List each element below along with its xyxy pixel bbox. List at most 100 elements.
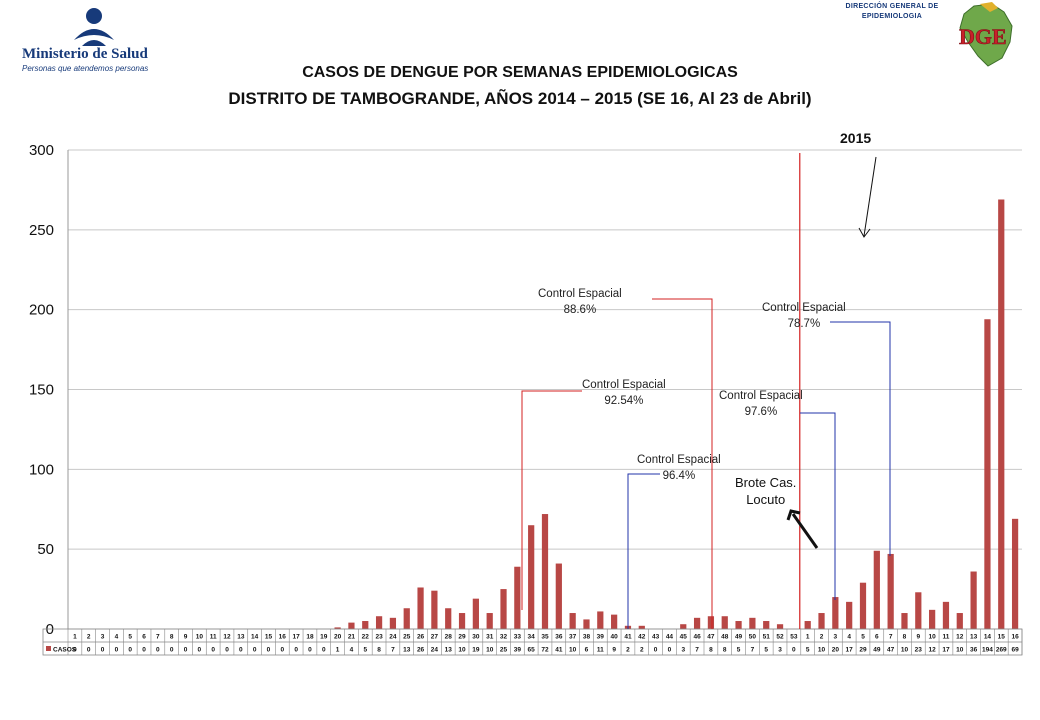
leader-control-886 <box>652 298 713 629</box>
x-tick-label: 20 <box>334 634 342 641</box>
year-arrow-line <box>863 156 877 237</box>
x-tick-label: 51 <box>763 634 771 641</box>
bar-week-47 <box>707 616 715 629</box>
control-pct: 78.7% <box>787 318 821 330</box>
data-label: 39 <box>514 647 522 654</box>
bar-week-15 <box>998 199 1005 629</box>
x-tick-label: 52 <box>776 634 784 641</box>
x-tick-label: 19 <box>320 634 328 641</box>
data-label: 5 <box>806 647 810 654</box>
brote-arrow-line <box>791 513 819 549</box>
control-label: Control Espacial <box>762 302 846 314</box>
x-tick-label: 4 <box>115 634 119 641</box>
bar-week-21 <box>348 622 355 629</box>
control-label: Control Espacial <box>637 454 721 466</box>
x-tick-label: 36 <box>555 634 563 641</box>
data-label: 0 <box>101 647 105 654</box>
x-tick-label: 18 <box>306 634 314 641</box>
x-tick-label: 32 <box>500 634 508 641</box>
x-tick-label: 10 <box>196 634 204 641</box>
y-tick-label: 150 <box>29 382 54 399</box>
x-tick-label: 53 <box>790 634 798 641</box>
data-label: 0 <box>170 647 174 654</box>
x-tick-label: 7 <box>889 634 893 641</box>
bar-week-45 <box>680 624 687 629</box>
control-pct: 92.54% <box>604 395 644 407</box>
bar-week-34 <box>528 525 535 629</box>
data-label: 4 <box>350 647 354 654</box>
bar-week-1 <box>804 621 811 629</box>
y-tick-label: 200 <box>29 302 54 319</box>
bar-week-51 <box>763 621 770 629</box>
control-callout-964: Control Espacial 96.4% <box>637 452 721 484</box>
x-tick-label: 7 <box>156 634 160 641</box>
data-label: 0 <box>668 647 672 654</box>
x-tick-label: 24 <box>389 634 397 641</box>
x-tick-label: 12 <box>223 634 231 641</box>
x-tick-label: 5 <box>128 634 132 641</box>
data-label: 0 <box>239 647 243 654</box>
data-label: 269 <box>996 647 1007 654</box>
dge-heading: DIRECCIÓN GENERAL DE EPIDEMIOLOGIA <box>832 2 952 22</box>
bar-week-32 <box>500 589 507 629</box>
data-label: 9 <box>612 647 616 654</box>
x-tick-label: 50 <box>749 634 757 641</box>
control-label: Control Espacial <box>582 379 666 391</box>
bar-week-29 <box>458 613 466 629</box>
bar-week-30 <box>472 598 479 629</box>
x-tick-label: 30 <box>472 634 480 641</box>
bar-week-12 <box>956 613 963 629</box>
control-callout-787: Control Espacial 78.7% <box>762 300 846 332</box>
brote-label: Brote Cas. Locuto <box>735 474 796 508</box>
data-label: 8 <box>723 647 727 654</box>
data-label: 194 <box>982 647 993 654</box>
data-label: 5 <box>764 647 768 654</box>
control-pct: 88.6% <box>563 304 597 316</box>
x-tick-label: 38 <box>583 634 591 641</box>
y-tick-label: 0 <box>46 621 54 638</box>
brote-arrow-head <box>786 509 801 521</box>
control-callout-976: Control Espacial 97.6% <box>719 388 803 420</box>
data-label: 49 <box>873 647 881 654</box>
data-label: 0 <box>253 647 257 654</box>
data-label: 25 <box>500 647 508 654</box>
bar-week-46 <box>693 617 701 629</box>
bar-week-14 <box>984 319 991 629</box>
x-tick-label: 22 <box>362 634 370 641</box>
x-tick-label: 13 <box>970 634 978 641</box>
x-tick-label: 14 <box>251 634 259 641</box>
y-tick-label: 50 <box>37 541 54 558</box>
x-tick-label: 41 <box>624 634 632 641</box>
dge-letters: DGE <box>959 24 1007 49</box>
bar-week-2 <box>818 613 825 629</box>
x-tick-label: 15 <box>265 634 273 641</box>
bar-week-13 <box>970 571 977 629</box>
data-label: 11 <box>597 647 604 654</box>
x-tick-label: 12 <box>956 634 964 641</box>
bar-week-50 <box>749 617 756 629</box>
x-tick-label: 2 <box>820 634 824 641</box>
x-tick-label: 1 <box>806 634 810 641</box>
data-label: 69 <box>1011 647 1019 654</box>
bar-week-28 <box>445 608 452 629</box>
x-tick-label: 28 <box>445 634 453 641</box>
chart-title-line1: CASOS DE DENGUE POR SEMANAS EPIDEMIOLOGI… <box>302 64 738 81</box>
x-tick-label: 16 <box>1011 634 1019 641</box>
legend-series-name: CASOS <box>53 647 77 654</box>
x-tick-label: 48 <box>721 634 729 641</box>
x-tick-label: 44 <box>666 634 674 641</box>
legend-swatch <box>46 646 51 651</box>
bar-week-10 <box>929 609 936 629</box>
data-label: 65 <box>528 647 536 654</box>
data-label: 19 <box>472 647 480 654</box>
data-label: 1 <box>336 647 340 654</box>
x-tick-label: 9 <box>184 634 188 641</box>
data-label: 72 <box>541 647 549 654</box>
x-tick-label: 49 <box>735 634 743 641</box>
data-label: 7 <box>751 647 755 654</box>
control-pct: 97.6% <box>744 406 778 418</box>
y-tick-label: 300 <box>29 142 54 159</box>
bar-week-23 <box>375 616 383 629</box>
x-tick-label: 25 <box>403 634 411 641</box>
data-label: 0 <box>87 647 91 654</box>
